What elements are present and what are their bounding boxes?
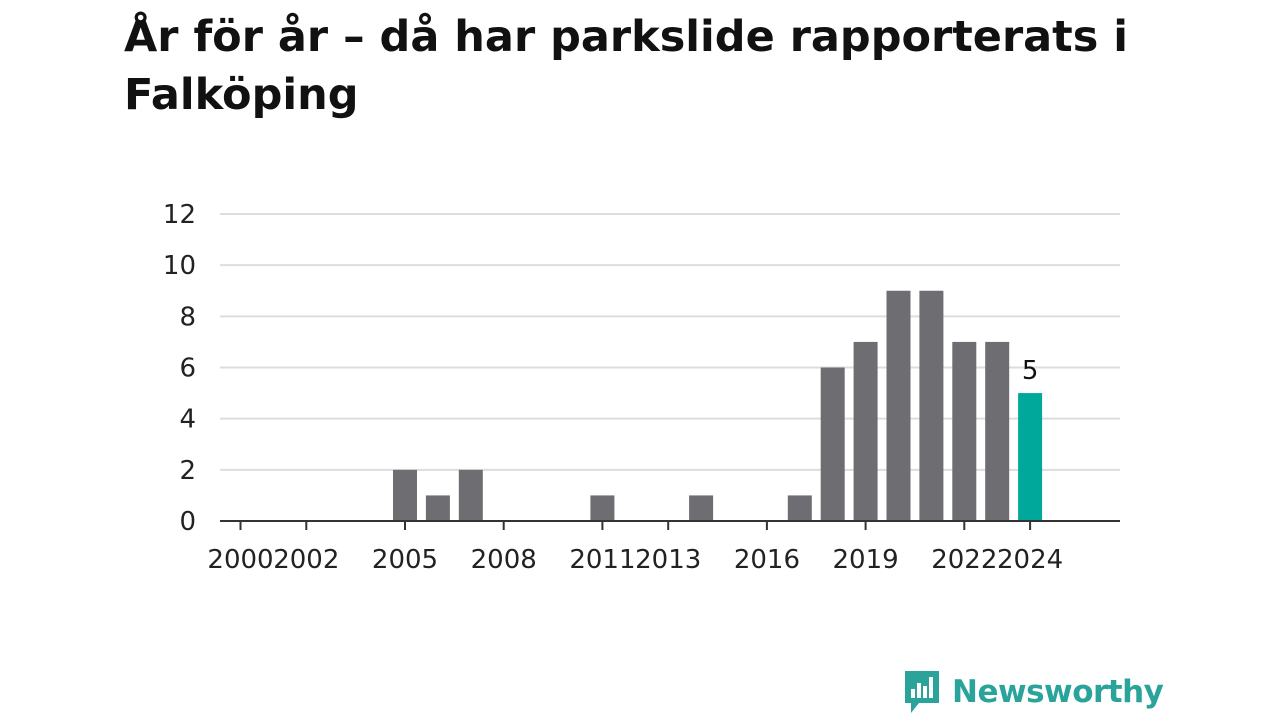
bar (590, 495, 615, 521)
y-tick-label: 12 (163, 200, 196, 230)
y-tick-label: 8 (179, 302, 196, 332)
bar (787, 495, 812, 521)
y-tick-label: 0 (179, 507, 196, 537)
x-tick-label: 2024 (997, 545, 1063, 575)
x-tick-label: 2019 (833, 545, 899, 575)
y-tick-label: 4 (179, 405, 196, 435)
x-tick-label: 2005 (372, 545, 438, 575)
bar (458, 469, 483, 521)
bar (425, 495, 450, 521)
bar (820, 367, 845, 521)
bar (1018, 393, 1043, 521)
x-tick-label: 2013 (635, 545, 701, 575)
x-tick-label: 2002 (273, 545, 339, 575)
brand-logo: Newsworthy (902, 668, 1164, 716)
x-tick-label: 2016 (734, 545, 800, 575)
y-tick-label: 2 (179, 456, 196, 486)
bar (393, 469, 417, 521)
data-label: 5 (1022, 356, 1039, 386)
bar (919, 290, 944, 521)
x-tick-label: 2000 (207, 545, 273, 575)
bar (985, 341, 1010, 521)
bar (952, 341, 977, 521)
y-tick-label: 10 (163, 251, 196, 281)
newsworthy-logo-icon (905, 671, 939, 713)
bar-chart: 0 2 4 6 8 10 12 2000 2002 2005 2008 2011 2013 2016 201… (163, 200, 1120, 575)
x-tick-label: 2008 (471, 545, 537, 575)
x-tick-label: 2011 (569, 545, 635, 575)
brand-name: Newsworthy (952, 674, 1164, 710)
y-tick-label: 6 (179, 354, 196, 384)
bar (886, 290, 911, 521)
chart-title: År för år – då har parkslide rapporterat… (124, 12, 1129, 120)
bar (689, 495, 714, 521)
x-tick-label: 2022 (931, 545, 997, 575)
bar (853, 341, 878, 521)
